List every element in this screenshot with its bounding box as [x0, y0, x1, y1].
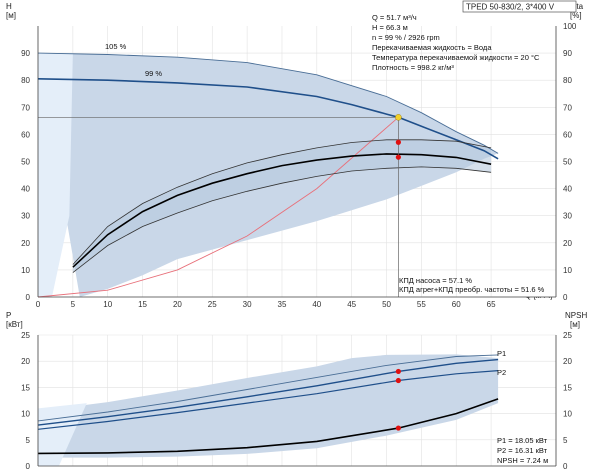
bottom-y-tick-label: 20 — [21, 357, 30, 366]
top-x-tick-label: 30 — [243, 300, 252, 309]
efficiency-info-line: КПД агрег+КПД преобр. частоты = 51.6 % — [399, 285, 545, 294]
top-x-tick-label: 65 — [487, 300, 496, 309]
bottom-y2-tick-label: 20 — [563, 357, 572, 366]
head-curve-label: 105 % — [105, 42, 127, 51]
top-x-tick-label: 5 — [71, 300, 76, 309]
bottom-y2-tick-label: 25 — [563, 331, 572, 340]
bottom-y2-axis-name: NPSH — [565, 311, 587, 320]
bottom-y2-tick-label: 15 — [563, 383, 572, 392]
npsh-curve — [37, 398, 499, 455]
top-y-tick-label: 40 — [21, 185, 30, 194]
top-x-tick-label: 60 — [452, 300, 461, 309]
top-y-tick-label: 60 — [21, 130, 30, 139]
top-y-tick-label: 90 — [21, 49, 30, 58]
bottom-y-axis-name: P — [6, 311, 11, 320]
power-npsh-chart: P1 P2 0 5 10 15 20 25 0 5 10 15 20 25 P1 = 18.05 кВтP2… — [21, 331, 572, 471]
top-y2-tick-label: 100 — [563, 22, 577, 31]
efficiency-operating-point — [395, 139, 401, 145]
top-y-tick-label: 50 — [21, 158, 30, 167]
top-y-tick-label: 20 — [21, 239, 30, 248]
top-x-tick-label: 35 — [278, 300, 287, 309]
duty-info-line: Плотность = 998.2 кг/м³ — [372, 63, 454, 72]
top-y2-tick-label: 50 — [563, 158, 572, 167]
bottom-y-tick-label: 10 — [21, 410, 30, 419]
bottom-y-axis-unit: [кВт] — [6, 320, 23, 329]
top-x-tick-label: 50 — [382, 300, 391, 309]
bottom-y2-tick-label: 10 — [563, 410, 572, 419]
top-x-tick-label: 25 — [208, 300, 217, 309]
power-info-line: P2 = 16.31 кВт — [497, 446, 548, 455]
top-y2-tick-label: 0 — [563, 293, 568, 302]
efficiency-operating-point — [395, 154, 401, 160]
bottom-y2-tick-label: 0 — [563, 462, 568, 471]
bottom-y2-axis-unit: [м] — [570, 320, 580, 329]
bottom-y-tick-label: 5 — [26, 436, 31, 445]
top-y2-tick-label: 20 — [563, 239, 572, 248]
system-curve — [37, 116, 399, 298]
efficiency-curve-lower — [72, 166, 492, 273]
product-label-box — [462, 0, 577, 13]
power-curve-label: P1 — [497, 349, 506, 358]
bottom-y2-tick-label: 5 — [563, 436, 568, 445]
duty-info-line: H = 66.3 м — [372, 23, 408, 32]
power-operating-range — [38, 354, 499, 458]
power-operating-point — [395, 425, 401, 431]
top-y-tick-label: 80 — [21, 76, 30, 85]
head-efficiency-chart: 105 % 99 % 0 5 10 15 20 25 30 35 40 45 50 55 60 65 0 10 20… — [21, 13, 577, 309]
top-y2-tick-label: 80 — [563, 76, 572, 85]
bottom-y-tick-label: 25 — [21, 331, 30, 340]
head-curve-99 — [37, 78, 499, 160]
product-label: TPED 50-830/2, 3*400 V — [466, 3, 555, 12]
bottom-min-flow-region — [38, 403, 87, 466]
bottom-y-tick-label: 0 — [26, 462, 31, 471]
top-y2-tick-label: 90 — [563, 49, 572, 58]
top-y-tick-label: 30 — [21, 212, 30, 221]
top-x-tick-label: 10 — [103, 300, 112, 309]
top-x-tick-label: 15 — [138, 300, 147, 309]
top-y2-tick-label: 70 — [563, 103, 572, 112]
duty-info-line: Q = 51.7 м³/ч — [372, 13, 417, 22]
power-info-line: P1 = 18.05 кВт — [497, 436, 548, 445]
head-curve-105 — [37, 52, 499, 154]
power-curve-p2 — [37, 370, 499, 430]
duty-point — [395, 114, 402, 121]
efficiency-curve-upper — [72, 139, 492, 265]
top-y2-tick-label: 40 — [563, 185, 572, 194]
bottom-y-tick-label: 15 — [21, 383, 30, 392]
head-curve-label: 99 % — [145, 69, 162, 78]
top-y-tick-label: 70 — [21, 103, 30, 112]
top-y-tick-label: 10 — [21, 266, 30, 275]
power-curve-label: P2 — [497, 368, 506, 377]
min-flow-region — [38, 53, 73, 297]
top-y-axis-unit: [м] — [6, 11, 16, 20]
top-y2-tick-label: 60 — [563, 130, 572, 139]
duty-info-line: Перекачиваемая жидкость = Вода — [372, 43, 492, 52]
top-y-tick-label: 0 — [26, 293, 31, 302]
power-operating-point — [395, 368, 401, 375]
top-y2-axis-unit: [%] — [570, 11, 582, 20]
top-y2-tick-label: 10 — [563, 266, 572, 275]
top-y-axis-name: H — [6, 2, 12, 11]
duty-info-line: Температура перекачиваемой жидкости = 20… — [372, 53, 540, 62]
power-curve-p1 — [37, 358, 499, 426]
top-y2-axis-name: eta — [572, 2, 584, 11]
efficiency-info-line: КПД насоса = 57.1 % — [399, 276, 472, 285]
power-info-line: NPSH = 7.24 м — [497, 456, 548, 465]
duty-info-line: n = 99 % / 2926 rpm — [372, 33, 440, 42]
top-x-tick-label: 0 — [36, 300, 41, 309]
efficiency-curve — [72, 153, 492, 268]
top-x-tick-label: 20 — [173, 300, 182, 309]
top-y2-tick-label: 30 — [563, 212, 572, 221]
top-x-tick-label: 45 — [347, 300, 356, 309]
top-x-tick-label: 40 — [312, 300, 321, 309]
power-curve-105 — [37, 354, 499, 422]
power-operating-point — [395, 377, 401, 384]
top-x-tick-label: 55 — [417, 300, 426, 309]
